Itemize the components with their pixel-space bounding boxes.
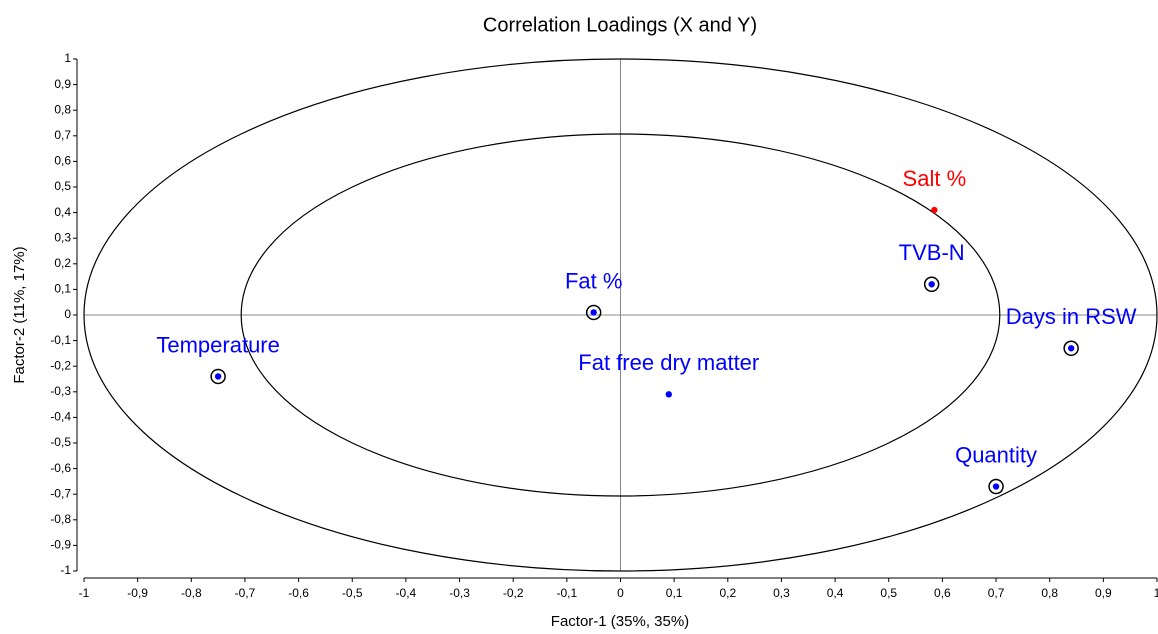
y-tick-label: -0,6 xyxy=(50,461,71,475)
x-tick-label: 0,8 xyxy=(1041,586,1058,600)
y-tick-label: 0 xyxy=(64,307,71,321)
y-tick-label: 0,1 xyxy=(54,282,71,296)
x-tick-label: 0,2 xyxy=(719,586,736,600)
y-tick-label: -0,4 xyxy=(50,410,71,424)
point xyxy=(665,391,672,398)
point xyxy=(1067,345,1075,352)
point-label: Fat % xyxy=(565,268,622,293)
y-tick-label: -0,3 xyxy=(50,384,71,398)
x-tick-label: -0,8 xyxy=(181,586,202,600)
x-tick-label: 1 xyxy=(1154,586,1158,600)
x-tick-label: -0,5 xyxy=(342,586,363,600)
point xyxy=(928,281,935,288)
point-ring xyxy=(210,368,226,385)
y-axis-label: Factor-2 (11%, 17%) xyxy=(11,246,28,383)
y-tick-label: -0,1 xyxy=(50,333,71,347)
point-label: Salt % xyxy=(903,166,967,191)
y-tick-label: -0,9 xyxy=(50,538,71,552)
x-tick-label: 0,5 xyxy=(880,586,897,600)
point xyxy=(214,373,222,380)
point-label: Quantity xyxy=(955,442,1037,467)
y-tick-label: 0,8 xyxy=(54,102,71,116)
x-tick-label: -0,9 xyxy=(127,586,148,600)
x-tick-label: -0,4 xyxy=(396,586,417,600)
chart-title: Correlation Loadings (X and Y) xyxy=(483,14,757,36)
x-tick-label: -0,7 xyxy=(235,586,256,600)
point-ring xyxy=(585,304,602,321)
x-tick-label: 0,7 xyxy=(988,586,1005,600)
x-tick-label: 0,3 xyxy=(773,586,790,600)
y-tick-label: 0,7 xyxy=(54,128,71,142)
point-ring xyxy=(988,478,1004,495)
y-tick-label: -0,8 xyxy=(50,512,71,526)
point-label: TVB-N xyxy=(899,240,965,265)
x-tick-label: 0,6 xyxy=(934,586,951,600)
y-tick-label: -0,5 xyxy=(50,435,71,449)
point-label: Days in RSW xyxy=(1006,304,1137,329)
y-tick-label: 1 xyxy=(64,51,71,65)
point-ring xyxy=(1063,340,1079,357)
point-label: Fat free dry matter xyxy=(578,350,759,375)
y-tick-label: -0,7 xyxy=(50,486,71,500)
y-tick-label: 0,5 xyxy=(54,179,71,193)
x-tick-label: -0,3 xyxy=(449,586,470,600)
point xyxy=(992,483,1000,490)
x-tick-label: -0,2 xyxy=(503,586,524,600)
point xyxy=(931,206,938,214)
y-tick-label: 0,6 xyxy=(54,154,71,168)
correlation-ellipse xyxy=(240,133,1001,497)
x-tick-label: 0,1 xyxy=(666,586,683,600)
x-tick-label: 0,9 xyxy=(1095,586,1112,600)
y-tick-label: 0,9 xyxy=(54,77,71,91)
x-tick-label: 0,4 xyxy=(827,586,844,600)
y-tick-label: 0,3 xyxy=(54,230,71,244)
point-ring xyxy=(923,276,940,293)
x-tick-label: -0,6 xyxy=(288,586,309,600)
y-tick-label: 0,2 xyxy=(54,256,71,270)
y-tick-label: -1 xyxy=(60,563,71,577)
y-tick-label: -0,2 xyxy=(50,358,71,372)
y-tick-label: 0,4 xyxy=(54,205,71,219)
x-tick-label: -1 xyxy=(79,586,90,600)
point-label: Temperature xyxy=(156,332,280,357)
x-tick-label: 0 xyxy=(617,586,624,600)
correlation-ellipse xyxy=(83,58,1158,572)
x-axis-label: Factor-1 (35%, 35%) xyxy=(551,613,689,630)
x-tick-label: -0,1 xyxy=(557,586,578,600)
point xyxy=(590,309,597,316)
